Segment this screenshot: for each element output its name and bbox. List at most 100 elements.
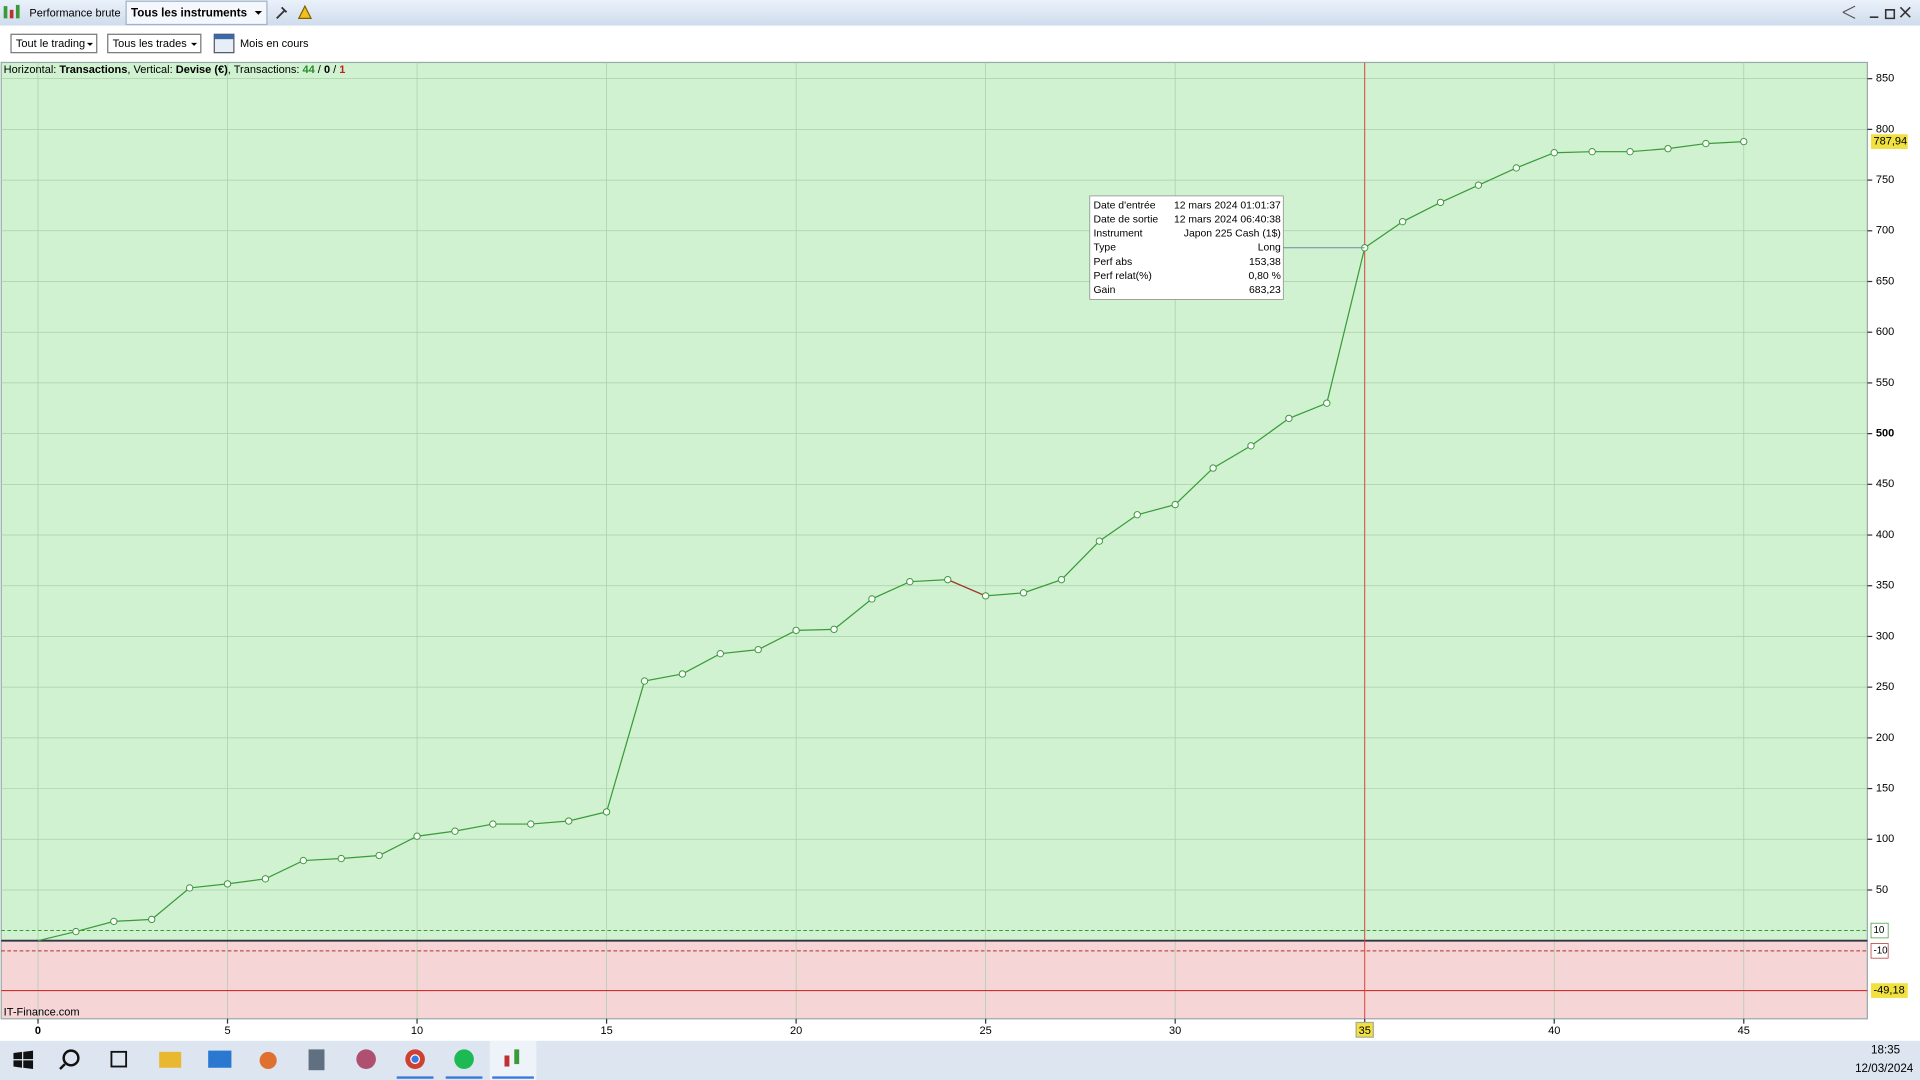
trade-point	[72, 927, 80, 936]
tooltip-label: Perf relat(%)	[1093, 271, 1151, 282]
tool-icon[interactable]	[276, 6, 288, 20]
trade-point	[1474, 181, 1483, 189]
chart-info: Horizontal: Transactions, Vertical: Devi…	[4, 64, 346, 76]
trade-point	[1588, 148, 1596, 156]
y-tick-label: 350	[1876, 580, 1894, 592]
x-tick-label: 45	[1738, 1025, 1750, 1037]
last-value-box	[1871, 134, 1908, 149]
trade-point	[754, 645, 762, 654]
y-tick-label: 650	[1876, 275, 1894, 287]
trade-point	[1057, 575, 1066, 584]
trade-point	[1702, 139, 1710, 148]
y-tick-label: 150	[1876, 782, 1894, 794]
trade-point	[1740, 137, 1748, 146]
tooltip-value: 12 mars 2024 06:40:38	[1174, 215, 1281, 226]
dropdown-arrow	[191, 42, 198, 46]
calendar-top	[214, 34, 234, 40]
app-icon-game[interactable]	[356, 1049, 376, 1069]
period-filter[interactable]: Mois en cours	[240, 38, 309, 50]
trading-filter[interactable]: Tout le trading	[16, 38, 85, 50]
trade-point	[185, 884, 194, 892]
info-part: , Vertical:	[127, 64, 175, 76]
y-tick-label: 100	[1876, 833, 1894, 845]
y-tick-label: 550	[1876, 377, 1894, 389]
search-handle	[59, 1063, 66, 1070]
tooltip-label: Instrument	[1093, 229, 1142, 240]
trade-point	[1171, 500, 1179, 509]
loss-zone	[1, 940, 1868, 1019]
info-part: Horizontal:	[4, 64, 60, 76]
task-view[interactable]	[110, 1050, 128, 1068]
active-app[interactable]	[489, 1040, 537, 1080]
band-label: 10	[1873, 925, 1884, 936]
x-tick-label: 25	[980, 1025, 992, 1037]
trade-point	[830, 625, 838, 634]
calculator-icon[interactable]	[308, 1049, 325, 1071]
trade-point	[261, 875, 270, 883]
y-tick-label: 200	[1876, 732, 1894, 744]
share-icon[interactable]	[1842, 5, 1856, 19]
chart: 0510152025303540455010015020025030035040…	[0, 61, 1908, 1038]
tooltip: Date d'entrée 12 mars 2024 01:01:37 Date d…	[1089, 195, 1365, 300]
instrument-button[interactable]	[125, 0, 268, 26]
y-tick-label: 50	[1876, 884, 1888, 896]
y-tick-label: 600	[1876, 326, 1894, 338]
trade-point	[451, 827, 459, 835]
chrome-center	[410, 1054, 421, 1065]
drawdown-label-box	[1871, 983, 1908, 998]
prorealtime-icon-2	[514, 1049, 520, 1065]
watermark: IT-Finance.com	[4, 1007, 80, 1019]
info-part: , Transactions:	[228, 64, 303, 76]
trade-point	[489, 820, 497, 828]
tooltip-value: Japon 225 Cash (1$)	[1184, 229, 1281, 240]
x-tick-label: 5	[224, 1025, 230, 1037]
warning-icon[interactable]	[297, 4, 313, 19]
info-part: 44	[302, 64, 315, 76]
trade-point	[1095, 537, 1104, 545]
trades-dropdown[interactable]	[107, 33, 202, 54]
trades-filter[interactable]: Tous les trades	[113, 38, 188, 50]
trade-point	[1626, 148, 1634, 156]
tooltip-value: 12 mars 2024 01:01:37	[1174, 200, 1281, 211]
last-value-label: 787,94	[1873, 136, 1907, 148]
trade-point	[1209, 464, 1217, 472]
instrument-select[interactable]: Tous les instruments	[131, 7, 247, 20]
info-part: Devise (€)	[176, 64, 228, 76]
info-part: 1	[339, 64, 345, 76]
trade-point	[1323, 399, 1331, 407]
window-controls[interactable]	[1869, 6, 1911, 20]
tooltip-value: 0,80 %	[1248, 271, 1280, 282]
equity-line	[37, 141, 1744, 942]
trade-point	[1550, 149, 1558, 157]
y-tick-label: 750	[1876, 174, 1894, 186]
dropdown-arrow	[86, 42, 94, 46]
search-icon[interactable]	[62, 1049, 80, 1067]
app-icon	[3, 6, 8, 19]
info-part: Transactions	[59, 64, 127, 76]
app-icon-3	[15, 4, 20, 19]
x-tick-label: 0	[35, 1025, 41, 1037]
drawdown-label: -49,18	[1873, 984, 1904, 996]
mail-icon[interactable]	[208, 1050, 232, 1068]
spotify-icon[interactable]	[454, 1049, 474, 1069]
trade-point	[944, 575, 952, 584]
y-tick-label: 500	[1876, 428, 1894, 440]
y-tick-label: 400	[1876, 529, 1894, 541]
trade-point	[413, 832, 421, 840]
title-bar	[0, 0, 1920, 26]
explorer-icon[interactable]	[159, 1051, 182, 1068]
y-tick-label: 450	[1876, 478, 1894, 490]
tooltip-value: 683,23	[1249, 285, 1281, 296]
trading-dropdown[interactable]	[10, 33, 98, 54]
trade-point	[223, 880, 232, 888]
trade-point	[868, 595, 876, 603]
trade-point	[299, 856, 308, 865]
prorealtime-icon	[504, 1055, 510, 1067]
trade-point	[1019, 589, 1028, 597]
start-button[interactable]	[13, 1050, 34, 1069]
tooltip-label: Type	[1093, 243, 1116, 254]
trade-point	[678, 670, 687, 678]
app-icon-firefox[interactable]	[259, 1051, 277, 1069]
